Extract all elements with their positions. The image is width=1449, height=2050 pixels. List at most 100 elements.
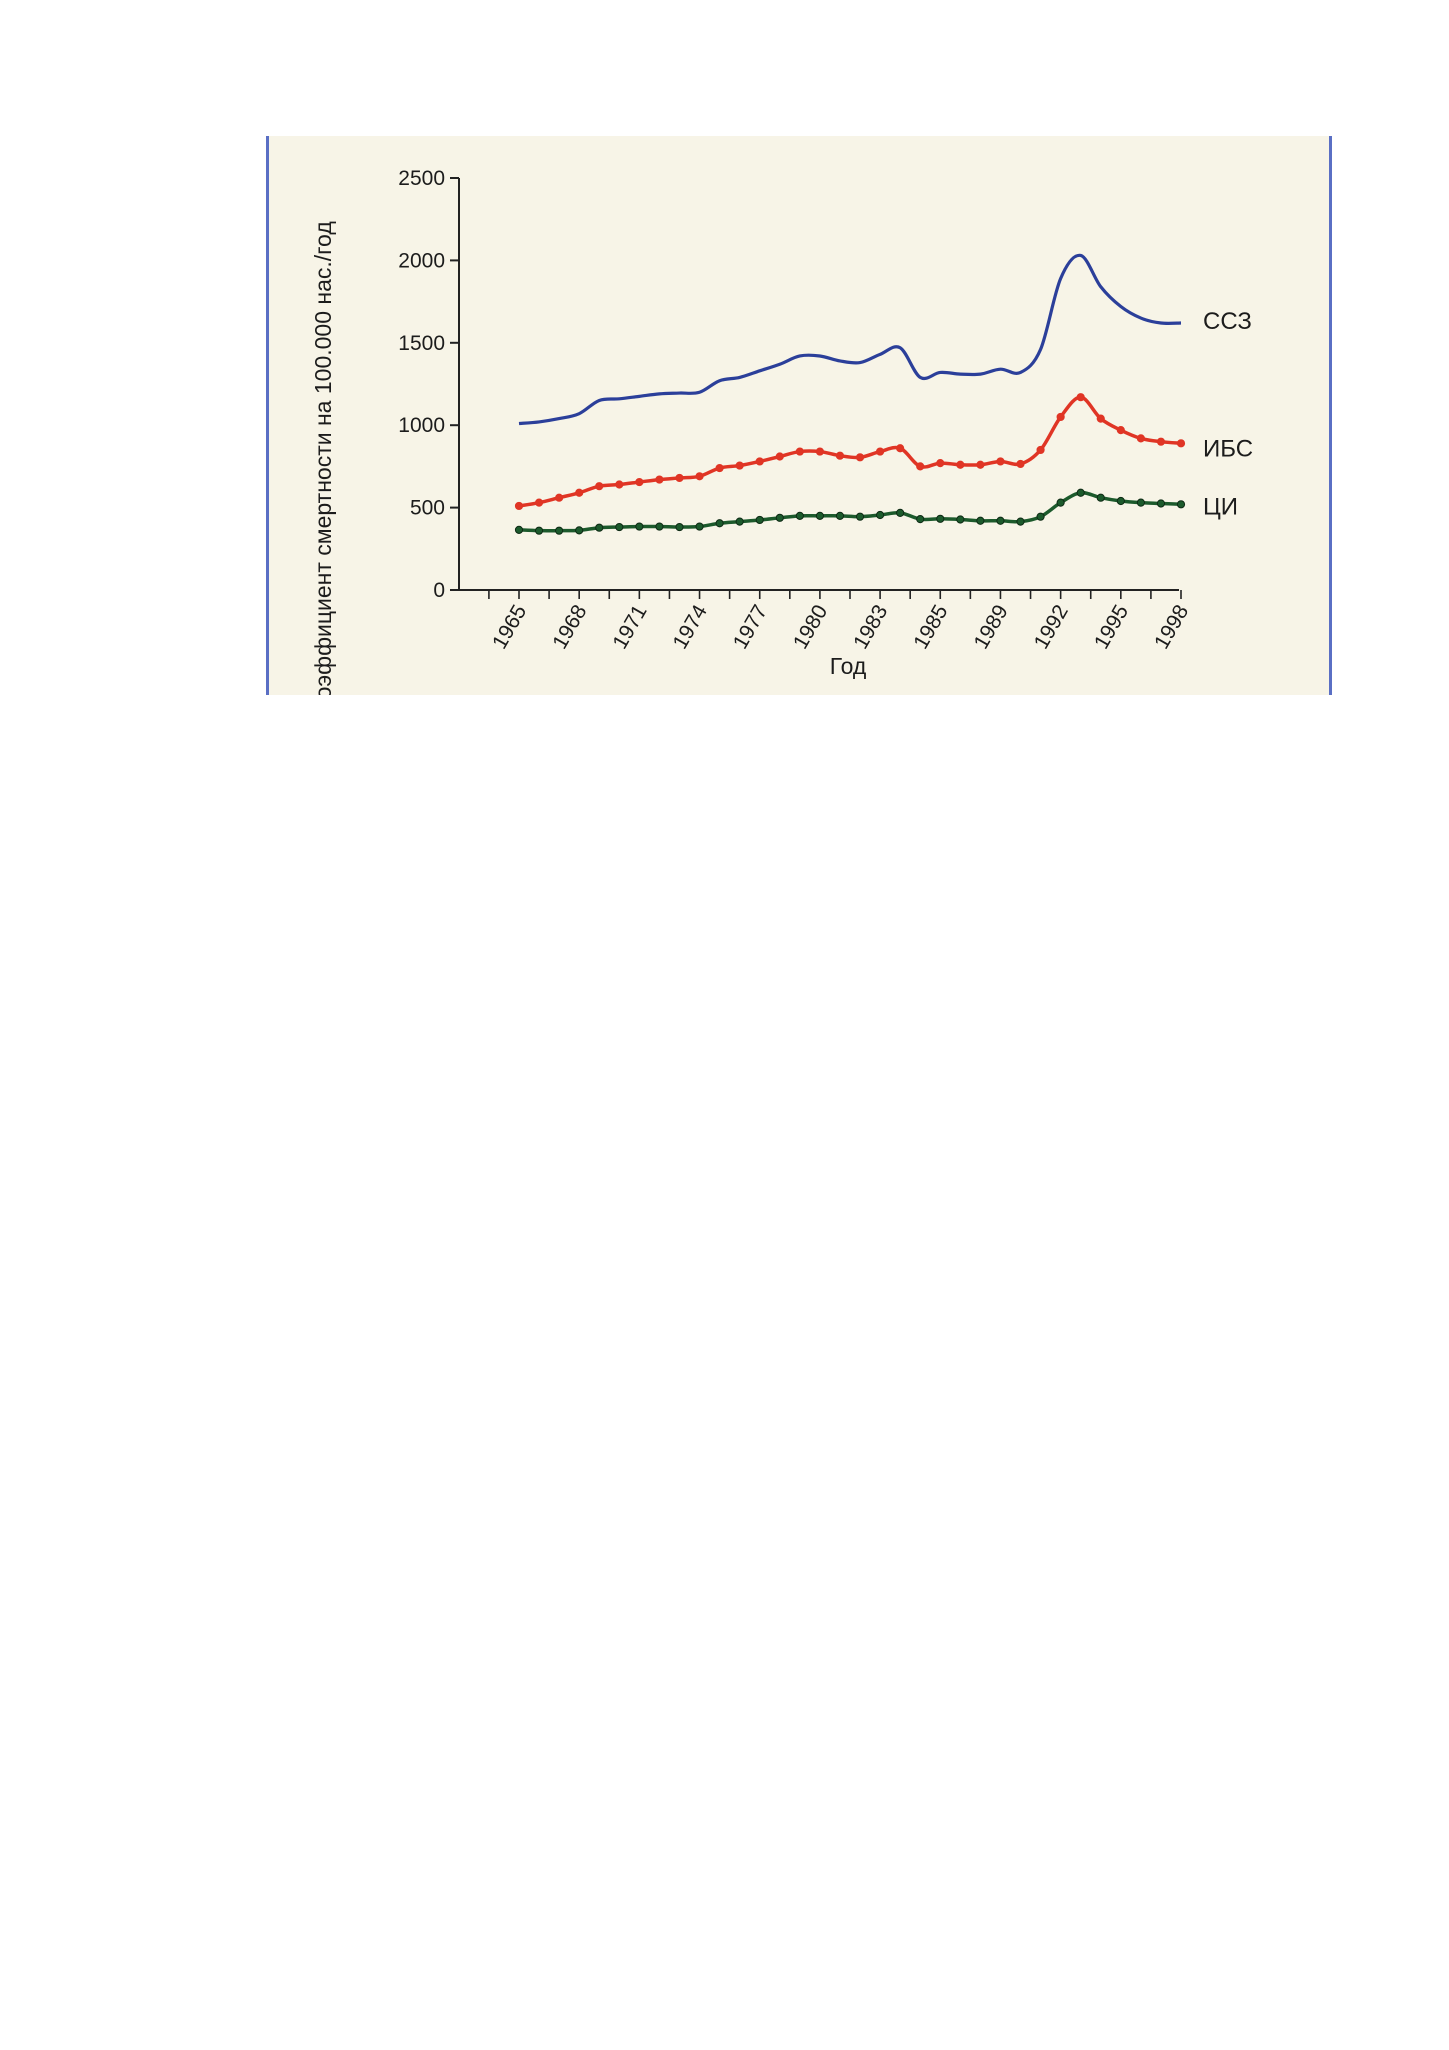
data-point xyxy=(1116,496,1125,506)
data-point xyxy=(675,473,684,483)
data-point xyxy=(695,472,704,481)
x-tick-label: 1995 xyxy=(1090,601,1133,653)
y-tick-label: 0 xyxy=(433,579,445,602)
data-point xyxy=(755,515,764,525)
data-point xyxy=(1156,437,1166,446)
data-point xyxy=(795,447,804,456)
data-point xyxy=(755,457,764,466)
x-tick-label: 1974 xyxy=(669,601,712,653)
series-line xyxy=(518,490,1182,533)
line-chart: 0 500 1000 1500 2000 2500 1965 1968 1971 1974 1977… xyxy=(310,167,1253,695)
x-tick-label: 1977 xyxy=(729,601,772,653)
data-point xyxy=(976,460,985,469)
data-point xyxy=(956,460,965,469)
data-point xyxy=(1036,445,1045,455)
data-point xyxy=(896,508,905,517)
data-point xyxy=(795,511,804,520)
x-tick-label: 1980 xyxy=(789,601,832,653)
data-point xyxy=(575,526,584,535)
data-point xyxy=(775,513,784,522)
x-tick-label: 1998 xyxy=(1150,601,1193,653)
data-point xyxy=(976,516,985,525)
data-point xyxy=(1136,498,1145,507)
x-axis-title: Год xyxy=(830,653,867,679)
data-point xyxy=(1176,500,1186,509)
y-tick-label: 1500 xyxy=(398,332,445,355)
data-point xyxy=(534,498,544,507)
x-tick-label: 1992 xyxy=(1030,601,1073,653)
y-tick-label: 500 xyxy=(410,497,445,520)
data-point xyxy=(715,519,724,528)
data-point xyxy=(615,480,624,489)
chart-panel: 0 500 1000 1500 2000 2500 1965 1968 1971 1974 1977… xyxy=(266,136,1332,695)
y-tick-label: 1000 xyxy=(398,414,445,437)
data-point xyxy=(835,511,845,520)
data-point xyxy=(514,525,524,534)
data-point xyxy=(1096,493,1105,502)
data-point xyxy=(996,457,1005,466)
data-point xyxy=(1096,414,1105,423)
data-point xyxy=(1056,412,1065,422)
data-point xyxy=(735,461,744,470)
data-point xyxy=(534,526,544,535)
data-point xyxy=(916,515,925,524)
data-point xyxy=(855,512,865,521)
data-point xyxy=(715,463,724,473)
data-point xyxy=(896,444,905,453)
data-point xyxy=(936,514,945,523)
data-point xyxy=(735,517,744,526)
x-tick-label: 1983 xyxy=(849,601,892,653)
data-point xyxy=(996,516,1005,525)
series-label: ССЗ xyxy=(1203,308,1252,335)
data-point xyxy=(655,475,664,484)
data-point xyxy=(815,447,825,456)
axes: 0 500 1000 1500 2000 2500 1965 1968 1971 1974 1977… xyxy=(398,167,1193,653)
series-layer: ССЗ ИБС ЦИ xyxy=(514,253,1253,535)
data-point xyxy=(875,510,885,520)
data-point xyxy=(595,523,604,532)
data-point xyxy=(956,515,965,524)
data-point xyxy=(575,488,584,497)
data-point xyxy=(635,522,644,531)
data-point xyxy=(514,501,524,511)
y-tick-label: 2500 xyxy=(398,167,445,190)
data-point xyxy=(1016,517,1025,526)
data-point xyxy=(775,452,784,461)
data-point xyxy=(835,451,845,460)
data-point xyxy=(1016,459,1025,469)
series-1: ССЗ xyxy=(518,253,1252,426)
series-line xyxy=(518,253,1182,426)
data-point xyxy=(655,522,664,531)
data-point xyxy=(875,447,885,456)
series-label: ИБС xyxy=(1203,435,1253,462)
data-point xyxy=(1136,434,1145,443)
x-tick-label: 1985 xyxy=(909,601,952,653)
data-point xyxy=(916,462,925,471)
data-point xyxy=(1156,499,1166,508)
data-point xyxy=(555,526,564,535)
data-point xyxy=(936,459,945,468)
data-point xyxy=(1056,498,1065,507)
data-point xyxy=(555,493,564,502)
data-point xyxy=(675,522,684,532)
series-label: ЦИ xyxy=(1203,493,1238,520)
data-point xyxy=(855,453,865,462)
x-tick-label: 1971 xyxy=(608,601,651,653)
y-tick-label: 2000 xyxy=(398,249,445,272)
data-point xyxy=(1036,512,1045,521)
data-point xyxy=(1176,439,1186,448)
data-point xyxy=(615,522,624,532)
data-point xyxy=(1076,488,1085,497)
x-tick-label: 1968 xyxy=(548,601,591,653)
data-point xyxy=(1116,426,1125,435)
data-point xyxy=(695,522,704,531)
data-point xyxy=(1076,393,1085,402)
y-axis-title: Коэффициент смертности на 100.000 нас./г… xyxy=(310,221,336,695)
x-tick-label: 1965 xyxy=(488,601,531,653)
series-line xyxy=(518,395,1182,508)
series-3: ЦИ xyxy=(514,488,1238,535)
data-point xyxy=(595,482,604,491)
series-2: ИБС xyxy=(514,393,1253,511)
data-point xyxy=(635,477,644,487)
data-point xyxy=(815,511,825,520)
